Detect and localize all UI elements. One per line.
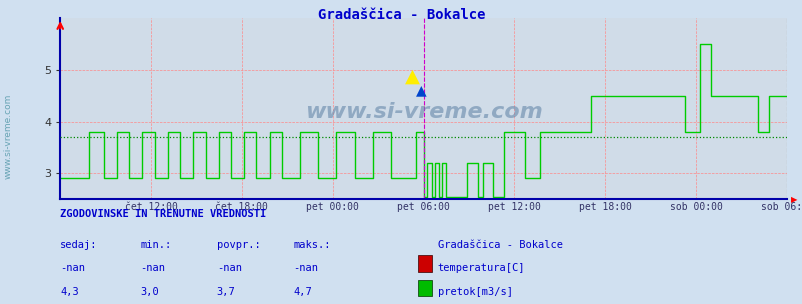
Text: ▲: ▲ [405, 67, 419, 86]
Text: temperatura[C]: temperatura[C] [437, 263, 525, 273]
Text: Gradaščica - Bokalce: Gradaščica - Bokalce [318, 8, 484, 22]
Text: www.si-vreme.com: www.si-vreme.com [3, 94, 13, 179]
Text: -nan: -nan [60, 263, 85, 273]
Text: pretok[m3/s]: pretok[m3/s] [437, 287, 512, 297]
Text: -nan: -nan [217, 263, 241, 273]
Text: pet 12:00: pet 12:00 [488, 202, 541, 212]
Text: maks.:: maks.: [293, 240, 330, 250]
Text: sedaj:: sedaj: [60, 240, 98, 250]
Text: pet 18:00: pet 18:00 [578, 202, 631, 212]
Text: povpr.:: povpr.: [217, 240, 260, 250]
Text: pet 00:00: pet 00:00 [306, 202, 358, 212]
Text: sob 06:00: sob 06:00 [759, 202, 802, 212]
Text: ZGODOVINSKE IN TRENUTNE VREDNOSTI: ZGODOVINSKE IN TRENUTNE VREDNOSTI [60, 209, 266, 219]
Text: Gradaščica - Bokalce: Gradaščica - Bokalce [437, 240, 562, 250]
Text: sob 00:00: sob 00:00 [669, 202, 722, 212]
Text: čet 12:00: čet 12:00 [124, 202, 177, 212]
Text: ▲: ▲ [415, 84, 426, 98]
Text: -nan: -nan [140, 263, 165, 273]
Text: 3,7: 3,7 [217, 287, 235, 297]
Text: 4,7: 4,7 [293, 287, 311, 297]
Text: -nan: -nan [293, 263, 318, 273]
Text: pet 06:00: pet 06:00 [397, 202, 449, 212]
Text: 4,3: 4,3 [60, 287, 79, 297]
Text: 3,0: 3,0 [140, 287, 159, 297]
Text: ▶: ▶ [790, 195, 796, 204]
Text: min.:: min.: [140, 240, 172, 250]
Text: www.si-vreme.com: www.si-vreme.com [304, 102, 542, 122]
Text: čet 18:00: čet 18:00 [215, 202, 268, 212]
